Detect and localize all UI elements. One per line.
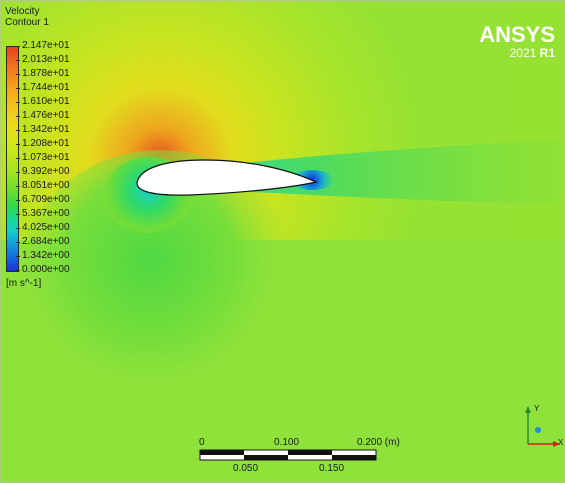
lower-flow-zone (10, 150, 310, 450)
legend-tick (16, 144, 20, 145)
title-line-2: Contour 1 (5, 17, 49, 28)
title-line-1: Velocity (5, 6, 40, 17)
z-axis-marker (535, 427, 541, 433)
legend-label: 4.025e+00 (22, 222, 70, 233)
legend-tick (16, 116, 20, 117)
legend-color-bar (6, 46, 19, 272)
legend-label: 6.709e+00 (22, 194, 70, 205)
logo-version: 2021 R1 (479, 46, 555, 60)
legend-label: 1.744e+01 (22, 82, 70, 93)
legend-tick (16, 228, 20, 229)
scale-label-0150: 0.150 (319, 463, 345, 474)
legend-tick (16, 46, 20, 47)
legend-tick (16, 74, 20, 75)
axis-triad: Y X (520, 402, 565, 457)
x-axis-label: X (558, 438, 564, 447)
legend-tick (16, 172, 20, 173)
legend-label: 1.610e+01 (22, 96, 70, 107)
legend-tick (16, 60, 20, 61)
legend-label: 1.208e+01 (22, 138, 70, 149)
legend-label: 1.073e+01 (22, 152, 70, 163)
legend-tick (16, 270, 20, 271)
legend-label: 9.392e+00 (22, 166, 70, 177)
y-axis-label: Y (534, 404, 540, 413)
airfoil-shape (136, 159, 318, 196)
legend-tick (16, 158, 20, 159)
legend-label: 1.878e+01 (22, 68, 70, 79)
legend-label: 1.342e+00 (22, 250, 70, 261)
scale-label-0: 0 (199, 437, 205, 448)
legend-label: 5.367e+00 (22, 208, 70, 219)
legend-tick (16, 256, 20, 257)
ansys-logo: ANSYS 2021 R1 (479, 22, 555, 61)
logo-version-year: 2021 (509, 46, 537, 60)
legend-label: 1.476e+01 (22, 110, 70, 121)
contour-title: Velocity Contour 1 (5, 6, 49, 28)
scale-label-0100: 0.100 (274, 437, 300, 448)
legend-label: 1.342e+01 (22, 124, 70, 135)
legend-label: 2.147e+01 (22, 40, 70, 51)
legend-tick (16, 242, 20, 243)
logo-version-release: R1 (539, 46, 555, 60)
legend-tick (16, 200, 20, 201)
legend-tick (16, 130, 20, 131)
scale-label-0050: 0.050 (233, 463, 259, 474)
axis-triad-graphic (525, 406, 560, 447)
legend-tick (16, 102, 20, 103)
wake-region (190, 140, 560, 205)
scale-bar: 0 0.100 0.200 (m) 0.050 0.150 (197, 437, 400, 477)
legend-label: 2.684e+00 (22, 236, 70, 247)
scale-label-0200: 0.200 (m) (357, 437, 400, 448)
legend-tick (16, 214, 20, 215)
scale-bar-graphic (199, 449, 377, 461)
logo-name: ANSYS (479, 22, 555, 47)
legend-label: 8.051e+00 (22, 180, 70, 191)
legend-tick (16, 186, 20, 187)
legend-units: [m s^-1] (6, 278, 42, 289)
legend-label: 0.000e+00 (22, 264, 70, 275)
legend-tick (16, 88, 20, 89)
legend-label: 2.013e+01 (22, 54, 70, 65)
